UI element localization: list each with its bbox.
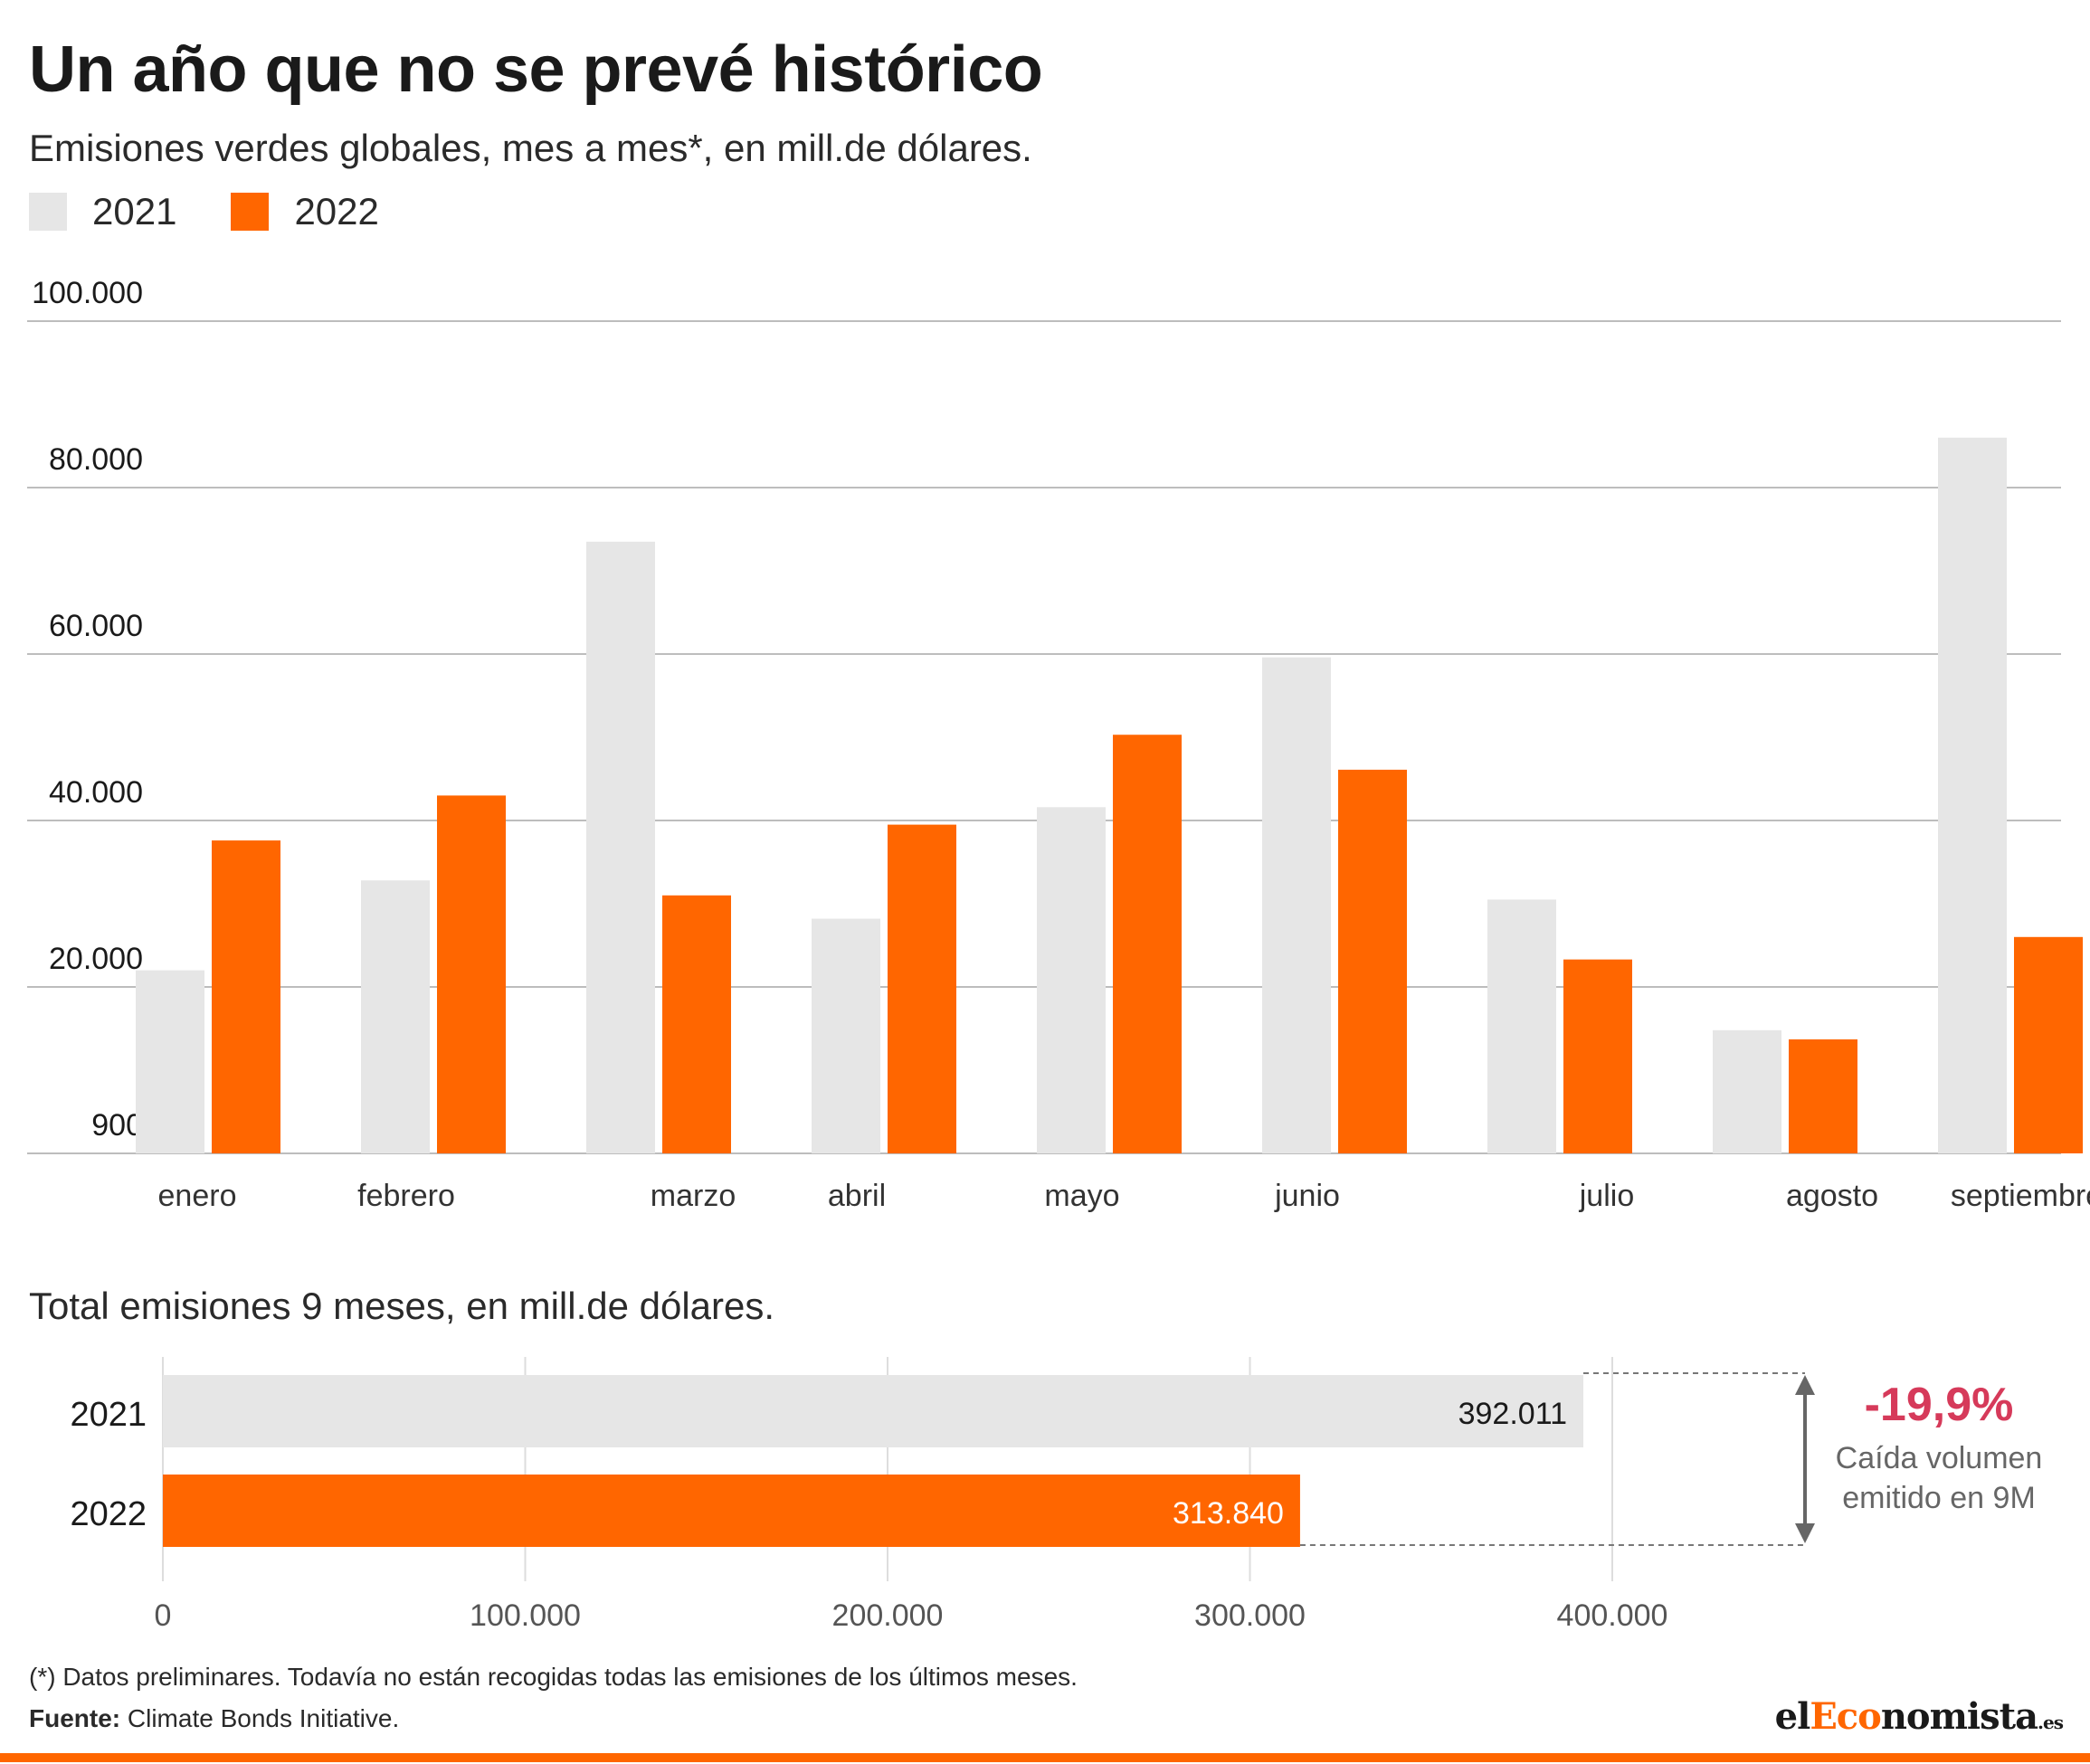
x-tick-label: 400.000	[1557, 1598, 1668, 1633]
legend: 2021 2022	[29, 190, 433, 233]
bar-2022-febrero	[437, 795, 506, 1153]
legend-label-2022: 2022	[294, 190, 379, 232]
totals-bar-chart: 0 100.000 200.000 300.000 400.000 2021 392.011…	[70, 1357, 2043, 1633]
bar-2022-enero	[212, 840, 280, 1153]
legend-item-2021: 2021	[29, 190, 176, 233]
total-bar-2022	[163, 1475, 1300, 1547]
x-tick-label: mayo	[1044, 1179, 1119, 1213]
value-label: 313.840	[1173, 1496, 1284, 1531]
y-tick-label: 80.000	[49, 442, 143, 477]
x-tick-label: 100.000	[470, 1598, 581, 1633]
bar-2022-junio	[1338, 769, 1407, 1153]
category-label: 2022	[70, 1495, 147, 1533]
x-tick-label: abril	[828, 1179, 886, 1213]
chart-subtitle: Emisiones verdes globales, mes a mes*, e…	[29, 127, 1032, 169]
bar-2021-marzo	[586, 541, 655, 1153]
x-tick-label: junio	[1274, 1179, 1340, 1213]
logo-suffix: .es	[2038, 1712, 2064, 1733]
bar-2022-marzo	[662, 895, 731, 1153]
x-tick-label: febrero	[357, 1179, 455, 1213]
footnote: (*) Datos preliminares. Todavía no están…	[29, 1663, 1078, 1691]
source-label: Fuente:	[29, 1704, 121, 1732]
source-text: Climate Bonds Initiative.	[120, 1704, 400, 1732]
x-tick-label: 200.000	[832, 1598, 944, 1633]
annotation-line-2: emitido en 9M	[1842, 1481, 2036, 1515]
brand-logo: elEconomista.es	[1774, 1695, 2064, 1738]
logo-accent: Eco	[1810, 1695, 1882, 1738]
bar-2022-septiembre	[2014, 936, 2083, 1153]
bar-2021-abril	[812, 918, 880, 1153]
y-tick-label: 100.000	[32, 276, 143, 310]
bar-2022-agosto	[1789, 1038, 1857, 1153]
monthly-bar-chart: 900 20.000 40.000 60.000 80.000 100.000 enero f…	[27, 276, 2090, 1213]
page-title: Un año que no se prevé histórico	[29, 33, 1043, 106]
x-tick-label: septiembre	[1951, 1179, 2090, 1213]
bar-2021-septiembre	[1938, 437, 2007, 1153]
x-tick-label: enero	[158, 1179, 237, 1213]
bar-2022-julio	[1563, 959, 1632, 1153]
totals-chart-title: Total emisiones 9 meses, en mill.de dóla…	[29, 1285, 775, 1327]
x-tick-label: 300.000	[1194, 1598, 1306, 1633]
legend-item-2022: 2022	[231, 190, 379, 233]
bar-2021-mayo	[1037, 807, 1106, 1153]
logo-rest: nomista	[1880, 1695, 2038, 1738]
bar-2021-junio	[1262, 657, 1331, 1153]
y-tick-label: 900	[91, 1108, 143, 1143]
logo-prefix: el	[1774, 1695, 1811, 1738]
x-tick-label: 0	[155, 1598, 172, 1633]
arrow-down-icon	[1795, 1523, 1815, 1543]
y-tick-label: 60.000	[49, 609, 143, 643]
bar-2021-febrero	[361, 880, 430, 1153]
bar-2021-enero	[136, 970, 204, 1153]
category-label: 2021	[70, 1396, 147, 1434]
legend-swatch-2022	[231, 193, 270, 231]
bar-2022-mayo	[1113, 735, 1182, 1153]
source-note: Fuente: Climate Bonds Initiative.	[29, 1704, 399, 1733]
total-bar-2021	[163, 1375, 1584, 1447]
x-tick-label: julio	[1579, 1179, 1634, 1213]
bar-2021-julio	[1487, 899, 1556, 1153]
bottom-rule	[0, 1753, 2090, 1762]
x-tick-label: marzo	[651, 1179, 736, 1213]
y-tick-label: 20.000	[49, 942, 143, 976]
legend-label-2021: 2021	[92, 190, 177, 232]
x-tick-label: agosto	[1786, 1179, 1878, 1213]
value-label: 392.011	[1458, 1397, 1567, 1431]
change-percentage: -19,9%	[1865, 1379, 2014, 1431]
arrow-up-icon	[1795, 1375, 1815, 1395]
y-tick-label: 40.000	[49, 775, 143, 810]
legend-swatch-2021	[29, 193, 67, 231]
annotation-line-1: Caída volumen	[1836, 1441, 2043, 1475]
bar-2022-abril	[888, 824, 956, 1153]
bar-2021-agosto	[1713, 1029, 1781, 1153]
